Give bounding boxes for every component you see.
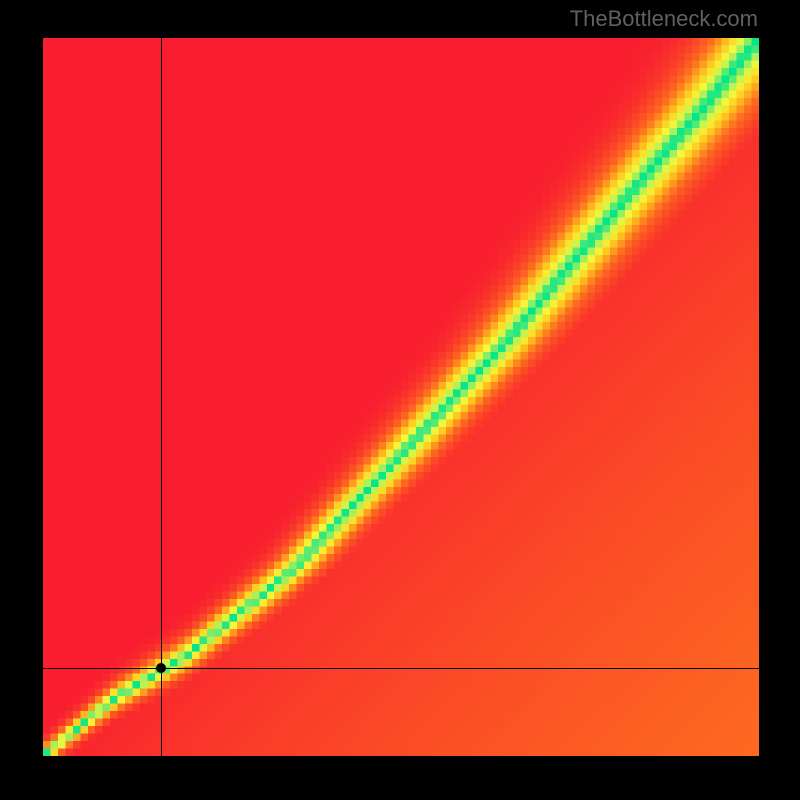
chart-container: TheBottleneck.com xyxy=(0,0,800,800)
crosshair-marker-dot xyxy=(156,663,166,673)
crosshair-vertical-line xyxy=(161,38,162,756)
watermark-label: TheBottleneck.com xyxy=(570,6,758,32)
bottleneck-heatmap xyxy=(43,38,759,756)
crosshair-horizontal-line xyxy=(43,668,759,669)
